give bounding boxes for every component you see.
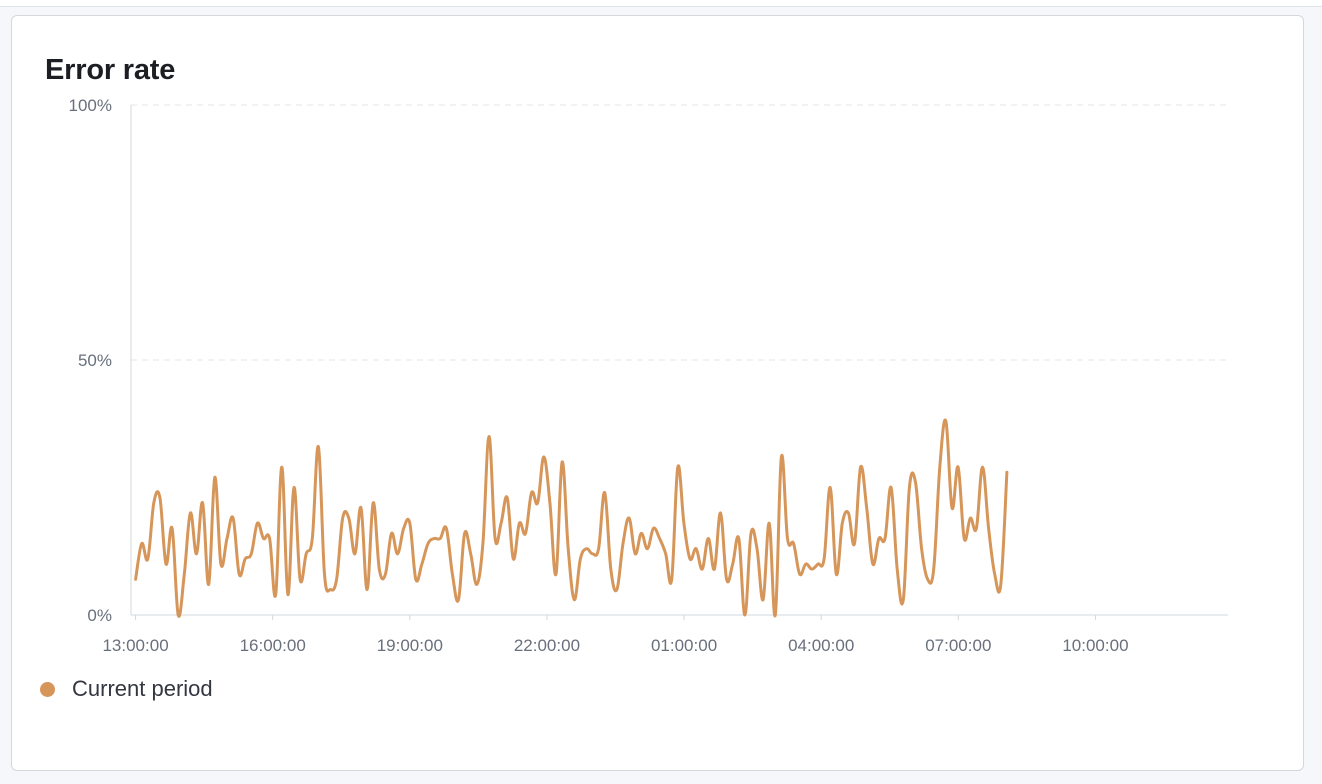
x-tick-label: 22:00:00: [514, 636, 580, 655]
x-tick-label: 07:00:00: [925, 636, 991, 655]
y-tick-label: 100%: [69, 96, 112, 115]
x-tick-label: 04:00:00: [788, 636, 854, 655]
y-axis-ticks: 100% 50% 0%: [69, 96, 112, 625]
y-tick-label: 50%: [78, 351, 112, 370]
legend-label: Current period: [72, 676, 213, 701]
legend-swatch: [40, 681, 55, 697]
panel-title: Error rate: [45, 54, 176, 86]
top-panel-edge: [0, 0, 1322, 7]
series-line-current-period: [134, 418, 1009, 618]
grid-lines: [131, 104, 1228, 361]
legend[interactable]: Current period: [40, 676, 213, 702]
y-tick-label: 0%: [87, 606, 112, 625]
x-tick-label: 19:00:00: [377, 636, 443, 655]
x-tick-label: 13:00:00: [102, 636, 168, 655]
x-tick-label: 01:00:00: [651, 636, 717, 655]
x-axis-ticks: 13:00:00 16:00:00 19:00:00 22:00:00 01:00:00…: [102, 615, 1129, 655]
x-tick-label: 16:00:00: [240, 636, 306, 655]
series-layer: [134, 418, 1009, 618]
axes: [130, 105, 1228, 616]
error-rate-panel: Error rate: [11, 15, 1304, 771]
x-tick-label: 10:00:00: [1062, 636, 1128, 655]
